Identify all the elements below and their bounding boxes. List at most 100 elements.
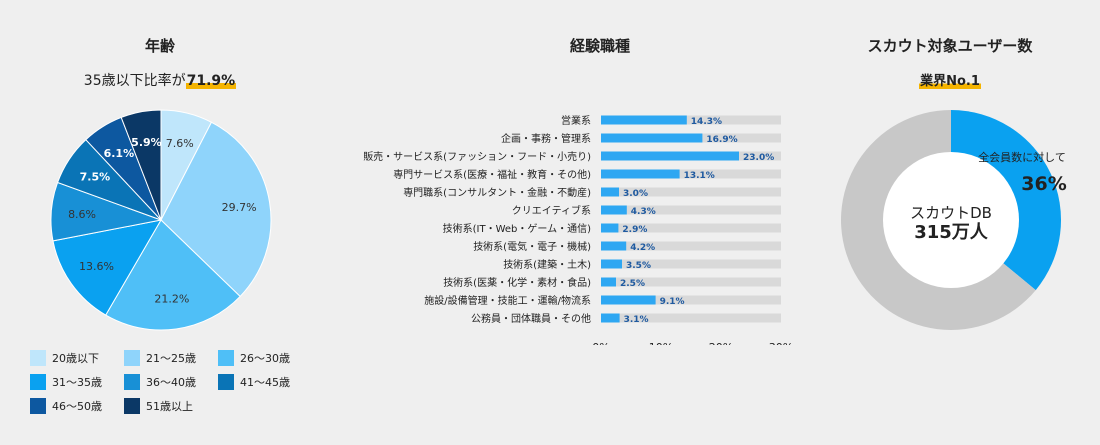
bar <box>601 187 619 197</box>
legend-swatch <box>30 398 46 414</box>
ratio-value: 36% <box>1021 173 1066 195</box>
bar-value-label: 16.9% <box>706 135 737 145</box>
legend-swatch <box>124 398 140 414</box>
subtitle-prefix: 35歳以下比率が <box>83 73 186 89</box>
legend-label: 46〜50歳 <box>52 400 102 413</box>
legend-label: 41〜45歳 <box>240 376 290 389</box>
bar-track <box>601 313 781 323</box>
age-chart-subtitle: 35歳以下比率が71.9% <box>40 70 280 90</box>
legend-swatch <box>218 374 234 390</box>
bar <box>601 205 627 215</box>
bar-category-label: 技術系(IT・Web・ゲーム・通信) <box>443 222 591 235</box>
bar <box>601 313 620 323</box>
pie-slice-8 <box>120 109 162 221</box>
bar-value-label: 23.0% <box>743 153 774 163</box>
bar <box>601 115 687 125</box>
bar-value-label: 2.9% <box>622 225 647 235</box>
bar-category-label: 専門サービス系(医療・福祉・教育・その他) <box>393 168 591 181</box>
bar-value-label: 2.5% <box>620 279 645 289</box>
donut-hole <box>883 152 1019 288</box>
age-chart-title: 年齢 <box>144 37 175 55</box>
legend-item: 41〜45歳 <box>218 374 290 390</box>
bar-value-label: 3.0% <box>623 189 648 199</box>
bar-category-label: 販売・サービス系(ファッション・フード・小売り) <box>363 150 591 163</box>
bar-track <box>601 115 781 125</box>
x-tick-label: 30% <box>769 341 793 345</box>
x-tick-label: 0% <box>592 341 609 345</box>
bar-track <box>601 205 781 215</box>
bar-category-label: 専門職系(コンサルタント・金融・不動産) <box>403 186 591 199</box>
pie-slice-label: 6.1% <box>104 147 135 160</box>
legend-label: 36〜40歳 <box>146 376 196 389</box>
bar-value-label: 3.1% <box>624 315 649 325</box>
bar-track <box>601 259 781 269</box>
pie-slice-4 <box>52 219 162 316</box>
legend-label: 26〜30歳 <box>240 352 290 365</box>
bar-category-label: 施設/設備管理・技能工・運輸/物流系 <box>424 294 591 307</box>
legend-swatch <box>124 374 140 390</box>
x-tick-label: 10% <box>649 341 673 345</box>
bar-category-label: 公務員・団体職員・その他 <box>471 312 591 325</box>
legend-swatch <box>124 350 140 366</box>
pie-slice-label: 7.5% <box>80 170 111 183</box>
job-chart-title: 経験職種 <box>569 37 630 55</box>
pie-slice-label: 13.6% <box>79 260 114 273</box>
donut-center-line1: スカウトDB <box>910 204 992 222</box>
pie-slice-label: 21.2% <box>154 292 189 305</box>
scout-chart-title: スカウト対象ユーザー数 <box>867 37 1033 55</box>
bar-category-label: 企画・事務・管理系 <box>501 132 591 145</box>
bar <box>601 133 703 143</box>
x-tick-label: 20% <box>709 341 733 345</box>
bar-track <box>601 295 781 305</box>
legend-item: 21〜25歳 <box>124 350 196 366</box>
legend-swatch <box>30 350 46 366</box>
scout-badge: 業界No.1 <box>870 70 1030 89</box>
bar <box>601 259 622 269</box>
pie-slice-label: 29.7% <box>222 201 257 214</box>
legend-label: 51歳以上 <box>146 400 193 413</box>
bar <box>601 241 627 251</box>
bar-value-label: 3.5% <box>626 261 651 271</box>
donut-center-line2: 315万人 <box>914 222 989 243</box>
legend-item: 26〜30歳 <box>218 350 290 366</box>
legend-item: 46〜50歳 <box>30 398 102 414</box>
badge-text: 業界No.1 <box>919 74 981 89</box>
bar-value-label: 4.3% <box>631 207 656 217</box>
legend-label: 31〜35歳 <box>52 376 102 389</box>
legend-swatch <box>218 350 234 366</box>
legend-label: 21〜25歳 <box>146 352 196 365</box>
job-bar-chart: 営業系 14.3% 企画・事務・管理系 16.9% 販売・サービス系(ファッション・フー… <box>363 114 793 345</box>
subtitle-highlight-value: 71.9% <box>185 73 237 89</box>
legend-item: 36〜40歳 <box>124 374 196 390</box>
bar-track <box>601 187 781 197</box>
bar <box>601 223 619 233</box>
bar-category-label: 技術系(医薬・化学・素材・食品) <box>443 276 591 289</box>
bar-value-label: 14.3% <box>691 117 722 127</box>
legend-item: 31〜35歳 <box>30 374 102 390</box>
legend-item: 20歳以下 <box>30 350 99 366</box>
pie-slice-3 <box>105 219 241 331</box>
bar-category-label: 技術系(建築・土木) <box>503 258 591 271</box>
bar-track <box>601 277 781 287</box>
pie-slice-label: 5.9% <box>131 136 162 149</box>
bar <box>601 277 616 287</box>
ratio-label: 全会員数に対して <box>978 150 1066 164</box>
bar-category-label: 技術系(電気・電子・機械) <box>473 240 591 253</box>
bar-value-label: 9.1% <box>660 297 685 307</box>
bar-track <box>601 169 781 179</box>
pie-slice-label: 7.6% <box>166 137 194 150</box>
bar-value-label: 13.1% <box>684 171 715 181</box>
bar-track <box>601 241 781 251</box>
bar-value-label: 4.2% <box>630 243 655 253</box>
pie-slice-label: 8.6% <box>68 208 96 221</box>
bar-track <box>601 223 781 233</box>
bar-category-label: 営業系 <box>561 114 591 127</box>
bar <box>601 151 739 161</box>
age-pie-chart: 7.6% 29.7% 21.2% 13.6% 8.6% 7.5% 6.1%5.9% <box>50 109 272 331</box>
bar <box>601 169 680 179</box>
bar-category-label: クリエイティブ系 <box>512 204 591 217</box>
pie-slice-2 <box>160 121 272 298</box>
scout-donut-chart: スカウトDB 315万人 全会員数に対して 36% <box>841 110 1067 330</box>
bar <box>601 295 656 305</box>
legend-item: 51歳以上 <box>124 398 193 414</box>
